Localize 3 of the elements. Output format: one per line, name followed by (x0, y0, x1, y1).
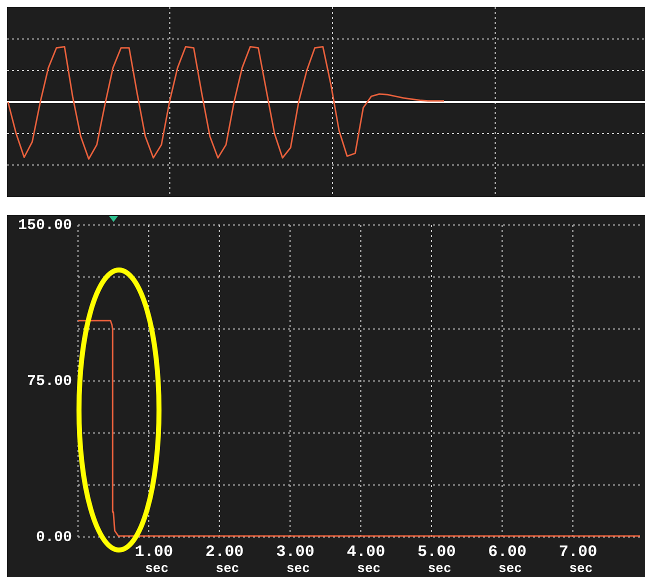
y-tick-label: 0.00 (36, 528, 72, 546)
y-tick-label: 75.00 (26, 372, 72, 390)
y-tick-label: 150.00 (18, 216, 72, 234)
